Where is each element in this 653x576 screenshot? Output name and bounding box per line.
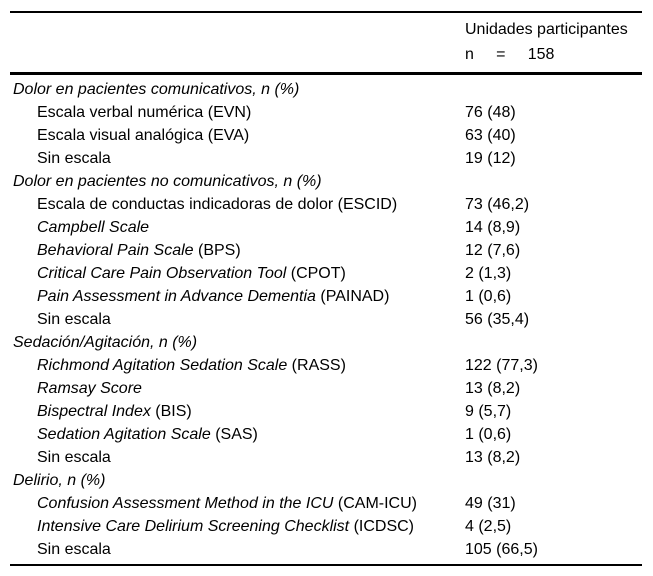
row-label-regular: Sin escala	[37, 541, 111, 558]
row-label-italic: Pain Assessment in Advance Dementia	[37, 288, 316, 305]
table-row: Critical Care Pain Observation Tool (CPO…	[10, 262, 642, 285]
row-label: Sedation Agitation Scale (SAS)	[10, 423, 465, 446]
row-value: 13 (8,2)	[465, 449, 521, 466]
row-label-italic: Behavioral Pain Scale	[37, 242, 194, 259]
column-header-n-value: n = 158	[465, 46, 555, 63]
row-label: Richmond Agitation Sedation Scale (RASS)	[10, 354, 465, 377]
row-label-regular: Sin escala	[37, 311, 111, 328]
row-label-regular: Escala de conductas indicadoras de dolor…	[37, 196, 398, 213]
row-value: 49 (31)	[465, 495, 516, 512]
row-value: 4 (2,5)	[465, 518, 512, 535]
table-row: Sedation Agitation Scale (SAS) 1 (0,6)	[10, 423, 642, 446]
row-label-italic: Critical Care Pain Observation Tool	[37, 265, 287, 282]
table-row: Confusion Assessment Method in the ICU (…	[10, 492, 642, 515]
row-label: Dolor en pacientes comunicativos, n (%)	[10, 78, 465, 101]
row-label: Intensive Care Delirium Screening Checkl…	[10, 515, 465, 538]
table-row: Sin escala 13 (8,2)	[10, 446, 642, 469]
row-label: Bispectral Index (BIS)	[10, 400, 465, 423]
row-value: 19 (12)	[465, 150, 516, 167]
row-label-regular: (ICDSC)	[349, 518, 415, 535]
row-label: Confusion Assessment Method in the ICU (…	[10, 492, 465, 515]
row-label-italic: Ramsay Score	[37, 380, 142, 397]
table-row: Escala de conductas indicadoras de dolor…	[10, 193, 642, 216]
table-row: Campbell Scale 14 (8,9)	[10, 216, 642, 239]
row-value	[465, 469, 642, 492]
row-value: 14 (8,9)	[465, 219, 521, 236]
row-value	[465, 331, 642, 354]
row-label-italic: Sedation Agitation Scale	[37, 426, 211, 443]
row-value: 12 (7,6)	[465, 242, 521, 259]
row-label: Sin escala	[10, 538, 465, 561]
column-header-units: Unidades participantes	[465, 21, 628, 38]
row-label: Behavioral Pain Scale (BPS)	[10, 239, 465, 262]
row-label-italic: Campbell Scale	[37, 219, 150, 236]
table-row: Behavioral Pain Scale (BPS) 12 (7,6)	[10, 239, 642, 262]
table-row: Sin escala 105 (66,5)	[10, 538, 642, 561]
summary-table: Unidades participantes n = 158 Dolor en …	[10, 11, 642, 566]
table-row: Escala visual analógica (EVA) 63 (40)	[10, 124, 642, 147]
row-value	[465, 78, 642, 101]
row-value: 122 (77,3)	[465, 357, 538, 374]
table-row: Intensive Care Delirium Screening Checkl…	[10, 515, 642, 538]
table-header: Unidades participantes n = 158	[10, 11, 642, 75]
table-row: Ramsay Score 13 (8,2)	[10, 377, 642, 400]
row-label-regular: (RASS)	[287, 357, 346, 374]
table-row: Delirio, n (%)	[10, 469, 642, 492]
row-label-italic: Dolor en pacientes no comunicativos, n (…	[13, 173, 322, 190]
row-label-regular: (CPOT)	[286, 265, 346, 282]
row-value: 63 (40)	[465, 127, 516, 144]
row-value	[465, 170, 642, 193]
row-value: 76 (48)	[465, 104, 516, 121]
row-label-regular: Escala verbal numérica (EVN)	[37, 104, 252, 121]
row-label-italic: Sedación/Agitación, n (%)	[13, 334, 198, 351]
row-value: 105 (66,5)	[465, 541, 538, 558]
row-label: Sin escala	[10, 147, 465, 170]
row-label-italic: Richmond Agitation Sedation Scale	[37, 357, 288, 374]
table-body: Dolor en pacientes comunicativos, n (%) E…	[10, 75, 642, 566]
row-label-regular: Sin escala	[37, 150, 111, 167]
row-label-regular: Sin escala	[37, 449, 111, 466]
table-row: Bispectral Index (BIS) 9 (5,7)	[10, 400, 642, 423]
table-row: Dolor en pacientes no comunicativos, n (…	[10, 170, 642, 193]
table-row: Sin escala 19 (12)	[10, 147, 642, 170]
row-value: 73 (46,2)	[465, 196, 530, 213]
table-row: Sin escala 56 (35,4)	[10, 308, 642, 331]
row-label-regular: (BIS)	[150, 403, 192, 420]
row-label: Escala verbal numérica (EVN)	[10, 101, 465, 124]
row-label: Delirio, n (%)	[10, 469, 465, 492]
row-label-italic: Dolor en pacientes comunicativos, n (%)	[13, 81, 300, 98]
row-value: 1 (0,6)	[465, 288, 512, 305]
table-row: Dolor en pacientes comunicativos, n (%)	[10, 78, 642, 101]
row-label: Sin escala	[10, 446, 465, 469]
table-row: Richmond Agitation Sedation Scale (RASS)…	[10, 354, 642, 377]
row-label-regular: (PAINAD)	[315, 288, 390, 305]
row-label-italic: Delirio, n (%)	[13, 472, 106, 489]
row-value: 13 (8,2)	[465, 380, 521, 397]
table-row: Pain Assessment in Advance Dementia (PAI…	[10, 285, 642, 308]
row-label: Dolor en pacientes no comunicativos, n (…	[10, 170, 465, 193]
row-label: Escala de conductas indicadoras de dolor…	[10, 193, 465, 216]
row-label-italic: Intensive Care Delirium Screening Checkl…	[37, 518, 350, 535]
row-value: 2 (1,3)	[465, 265, 512, 282]
row-label: Pain Assessment in Advance Dementia (PAI…	[10, 285, 465, 308]
row-label: Campbell Scale	[10, 216, 465, 239]
row-value: 56 (35,4)	[465, 311, 530, 328]
row-label-italic: Confusion Assessment Method in the ICU	[37, 495, 334, 512]
row-label: Escala visual analógica (EVA)	[10, 124, 465, 147]
row-value: 9 (5,7)	[465, 403, 512, 420]
row-label: Sedación/Agitación, n (%)	[10, 331, 465, 354]
row-label-regular: (SAS)	[210, 426, 258, 443]
row-label-regular: (CAM-ICU)	[333, 495, 417, 512]
row-label-regular: Escala visual analógica (EVA)	[37, 127, 250, 144]
row-label-regular: (BPS)	[193, 242, 241, 259]
row-label: Sin escala	[10, 308, 465, 331]
row-value: 1 (0,6)	[465, 426, 512, 443]
row-label: Ramsay Score	[10, 377, 465, 400]
row-label: Critical Care Pain Observation Tool (CPO…	[10, 262, 465, 285]
row-label-italic: Bispectral Index	[37, 403, 151, 420]
table-row: Escala verbal numérica (EVN) 76 (48)	[10, 101, 642, 124]
table-row: Sedación/Agitación, n (%)	[10, 331, 642, 354]
